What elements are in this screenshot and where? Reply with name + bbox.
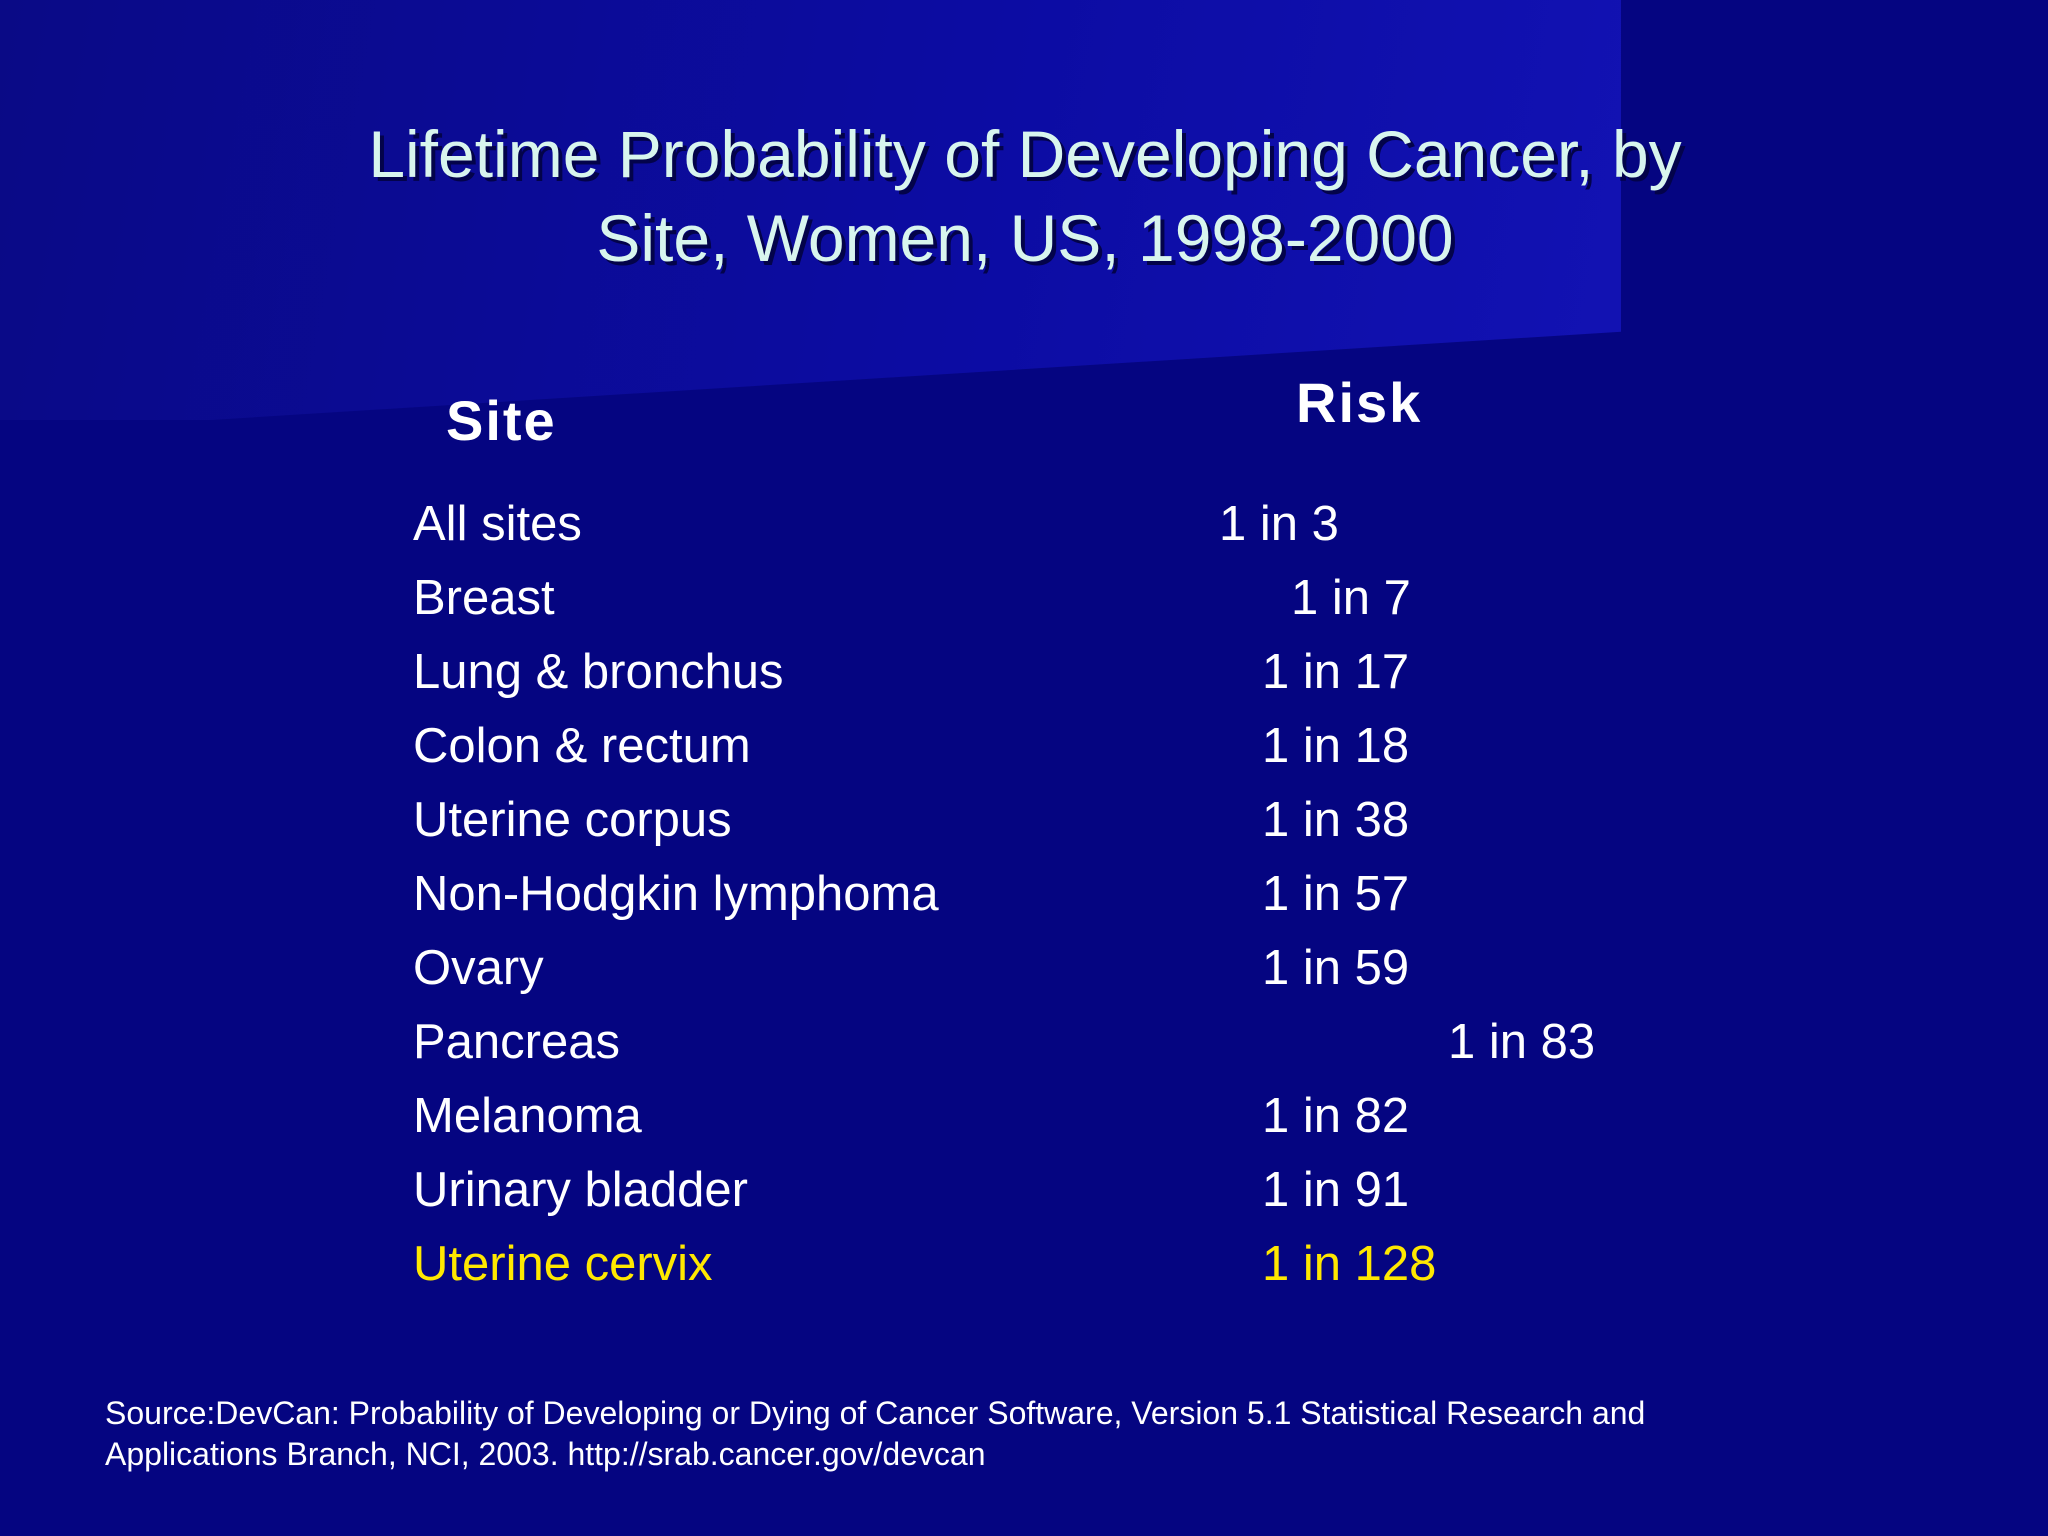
site-cell: Pancreas (413, 1015, 621, 1069)
site-cell: Ovary (413, 941, 544, 995)
risk-cell: 1 in 128 (1262, 1237, 1437, 1291)
site-cell: Uterine cervix (413, 1237, 713, 1291)
risk-cell: 1 in 82 (1262, 1089, 1410, 1143)
source-line-2: Applications Branch, NCI, 2003. http://s… (105, 1436, 986, 1472)
risk-cell: 1 in 57 (1262, 867, 1410, 921)
risk-cell: 1 in 17 (1262, 645, 1410, 699)
table-row: Pancreas 1 in 83 (0, 1014, 2048, 1088)
risk-cell: 1 in 7 (1291, 571, 1411, 625)
risk-cell: 1 in 59 (1262, 941, 1410, 995)
site-cell: Colon & rectum (413, 719, 751, 773)
table-row: Melanoma 1 in 82 (0, 1088, 2048, 1162)
site-column-header: Site (446, 389, 557, 452)
site-cell: Melanoma (413, 1089, 642, 1143)
site-cell: Breast (413, 571, 555, 625)
slide-title-line-1: Lifetime Probability of Developing Cance… (368, 117, 1682, 191)
risk-cell: 1 in 91 (1262, 1163, 1410, 1217)
slide-title-line-2: Site, Women, US, 1998-2000 (596, 201, 1454, 275)
source-citation: Source:DevCan: Probability of Developing… (105, 1393, 1955, 1475)
slide-title: Lifetime Probability of Developing Cance… (300, 112, 1750, 280)
table-row: Urinary bladder 1 in 91 (0, 1162, 2048, 1236)
risk-cell: 1 in 18 (1262, 719, 1410, 773)
source-line-1: Source:DevCan: Probability of Developing… (105, 1395, 1646, 1431)
table-row: Breast 1 in 7 (0, 570, 2048, 644)
table-row: Non-Hodgkin lymphoma 1 in 57 (0, 866, 2048, 940)
site-cell: Uterine corpus (413, 793, 732, 847)
risk-column-header: Risk (1296, 371, 1423, 434)
site-cell: Non-Hodgkin lymphoma (413, 867, 939, 921)
risk-cell: 1 in 38 (1262, 793, 1410, 847)
site-cell: All sites (413, 497, 582, 551)
risk-cell: 1 in 3 (1219, 497, 1339, 551)
table-row: Uterine corpus 1 in 38 (0, 792, 2048, 866)
table-row: Ovary 1 in 59 (0, 940, 2048, 1014)
table-row-highlighted: Uterine cervix 1 in 128 (0, 1236, 2048, 1310)
risk-cell: 1 in 83 (1448, 1015, 1596, 1069)
site-cell: Urinary bladder (413, 1163, 748, 1217)
table-row: All sites 1 in 3 (0, 496, 2048, 570)
site-cell: Lung & bronchus (413, 645, 784, 699)
table-row: Lung & bronchus 1 in 17 (0, 644, 2048, 718)
table-row: Colon & rectum 1 in 18 (0, 718, 2048, 792)
